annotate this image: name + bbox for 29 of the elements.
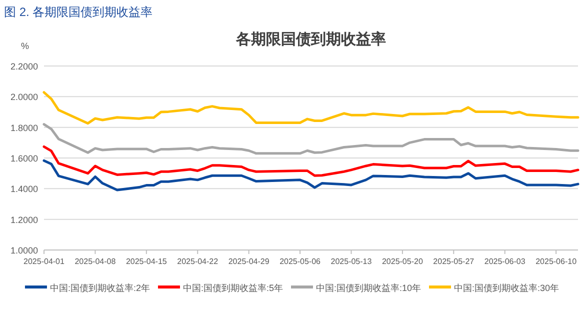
y-tick-label: 1.0000 [10,246,38,256]
y-tick-label: 1.8000 [10,122,38,133]
y-axis-title: % [20,41,30,51]
x-tick-label: 2025-04-29 [228,257,270,266]
x-tick-label: 2025-05-20 [382,257,424,266]
y-tick-label: 1.4000 [10,184,38,194]
y-tick-label: 2.2000 [10,62,38,72]
line-series [42,159,580,192]
x-tick-label: 2025-06-10 [536,257,578,266]
x-tick-label: 2025-05-13 [330,257,372,266]
x-tick-label: 2025-04-08 [74,257,116,266]
caption: 图 2. 各期限国债到期收益率 [4,5,153,19]
chart-title: 各期限国债到期收益率 [235,30,386,48]
legend-label: 中国:国债到期收益率:2年 [50,283,150,293]
x-tick-label: 2025-05-06 [280,257,322,266]
line-series [42,91,580,125]
x-tick-label: 2025-04-15 [126,257,168,266]
y-tick-label: 1.2000 [10,214,38,225]
y-tick-label: 1.6000 [10,154,38,164]
legend-label: 中国:国债到期收益率:5年 [182,283,283,293]
x-tick-label: 2025-04-22 [177,257,219,266]
line-series [42,123,580,155]
y-tick-label: 2.0000 [10,92,38,102]
x-tick-label: 2025-05-27 [433,257,475,266]
legend-label: 中国:国债到期收益率:10年 [316,283,422,293]
legend-label: 中国:国债到期收益率:30年 [454,283,560,293]
x-tick-label: 2025-06-03 [484,257,526,266]
x-tick-label: 2025-04-01 [24,257,66,266]
line-series [42,145,580,177]
